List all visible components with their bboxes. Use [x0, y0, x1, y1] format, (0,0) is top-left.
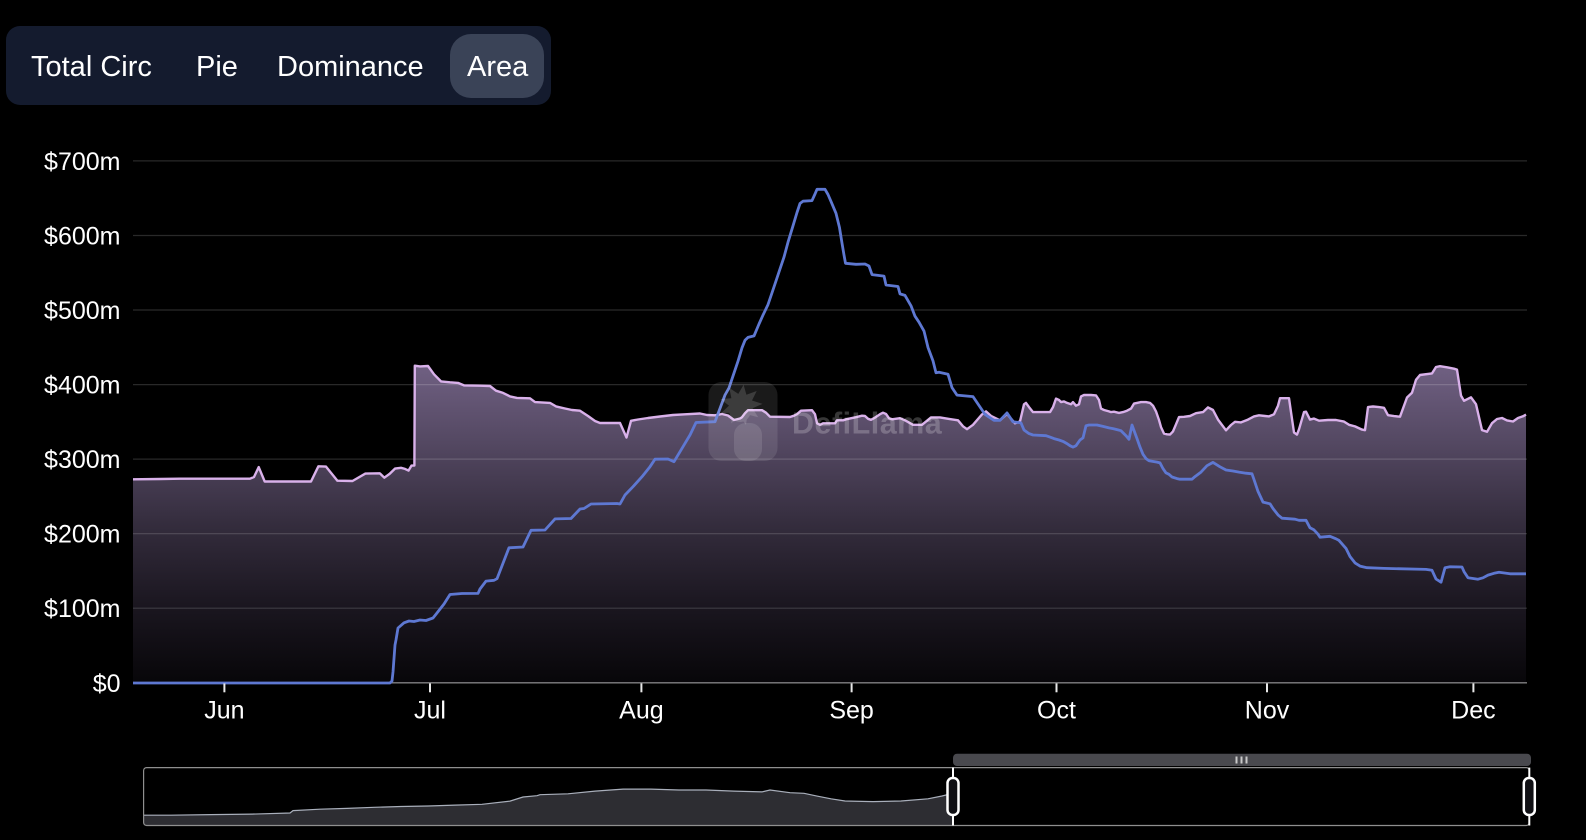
svg-text:$100m: $100m	[44, 595, 120, 623]
svg-text:Sep: Sep	[829, 697, 873, 725]
svg-text:Dec: Dec	[1451, 697, 1495, 725]
svg-text:$200m: $200m	[44, 521, 120, 549]
svg-text:$400m: $400m	[44, 372, 120, 400]
svg-text:Oct: Oct	[1037, 697, 1076, 725]
svg-text:DefiLlama: DefiLlama	[792, 407, 943, 441]
svg-text:Jul: Jul	[414, 697, 446, 725]
svg-text:$500m: $500m	[44, 297, 120, 325]
svg-text:Jun: Jun	[204, 697, 244, 725]
svg-text:$0: $0	[93, 670, 121, 698]
svg-text:$700m: $700m	[44, 148, 120, 176]
svg-text:Aug: Aug	[619, 697, 663, 725]
svg-text:$300m: $300m	[44, 446, 120, 474]
svg-text:Nov: Nov	[1245, 697, 1290, 725]
svg-text:$600m: $600m	[44, 223, 120, 251]
